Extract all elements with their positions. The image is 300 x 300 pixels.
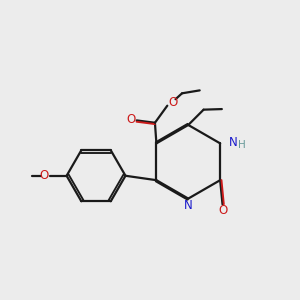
Text: H: H [238,140,246,150]
Text: O: O [168,96,177,109]
Text: N: N [184,200,193,212]
Text: N: N [228,136,237,149]
Text: O: O [126,113,135,126]
Text: O: O [39,169,48,182]
Text: O: O [218,204,228,217]
